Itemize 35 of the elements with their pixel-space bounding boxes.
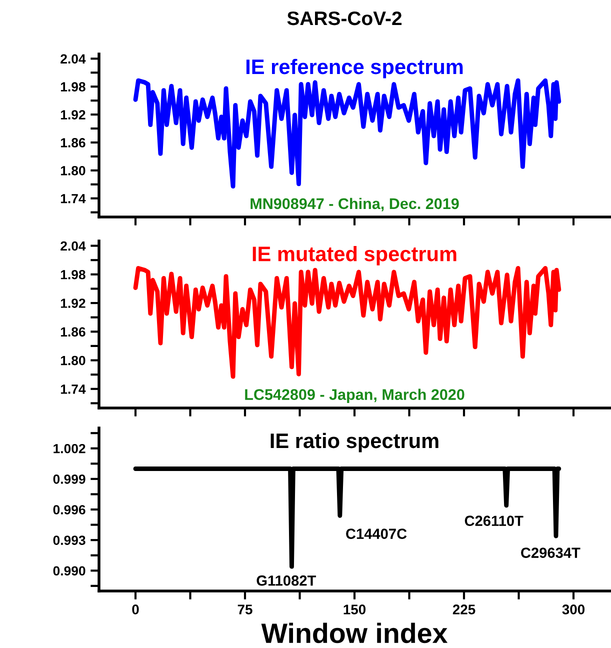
y-tick-label: 1.86 [60, 138, 86, 148]
y-tick-label: 0.996 [53, 505, 86, 514]
annotation: LC542809 - Japan, March 2020 [245, 388, 464, 403]
y-tick-label: 0.993 [53, 536, 86, 545]
y-tick-label: 1.80 [60, 356, 86, 366]
y-tick-label: 1.80 [60, 166, 86, 176]
x-tick-label: 300 [562, 604, 585, 614]
line-series [133, 266, 562, 379]
annotation: C29634T [521, 548, 580, 558]
y-tick-label: 1.92 [60, 110, 86, 120]
y-tick-label: 1.74 [60, 194, 86, 204]
y-tick-label: 1.74 [60, 384, 86, 394]
chart-title: SARS-CoV-2 [287, 11, 402, 26]
y-tick-label: 1.92 [60, 298, 86, 308]
chart-subtitle: IE ratio spectrum [270, 432, 438, 452]
x-tick-label: 225 [452, 604, 476, 614]
x-axis-title: Window index [261, 622, 448, 644]
annotation: C14407C [346, 528, 407, 539]
y-tick-label: 2.04 [60, 54, 86, 64]
line-series [133, 78, 562, 188]
x-tick-label: 150 [344, 604, 366, 614]
chart-subtitle: IE mutated spectrum [252, 246, 456, 266]
chart-subtitle: IE reference spectrum [246, 58, 463, 78]
y-tick-label: 1.98 [60, 82, 86, 92]
y-tick-label: 1.002 [54, 444, 86, 454]
y-tick-label: 1.98 [60, 270, 86, 280]
x-tick-label: 75 [238, 604, 252, 614]
y-tick-label: 0.990 [53, 566, 86, 576]
y-tick-label: 2.04 [60, 241, 86, 251]
x-tick-label: 0 [132, 604, 139, 614]
annotation: MN908947 - China, Dec. 2019 [250, 198, 459, 212]
y-tick-label: 1.86 [60, 327, 86, 337]
y-tick-label: 0.999 [53, 474, 86, 484]
annotation: G11082T [256, 575, 316, 586]
annotation: C26110T [464, 516, 524, 526]
